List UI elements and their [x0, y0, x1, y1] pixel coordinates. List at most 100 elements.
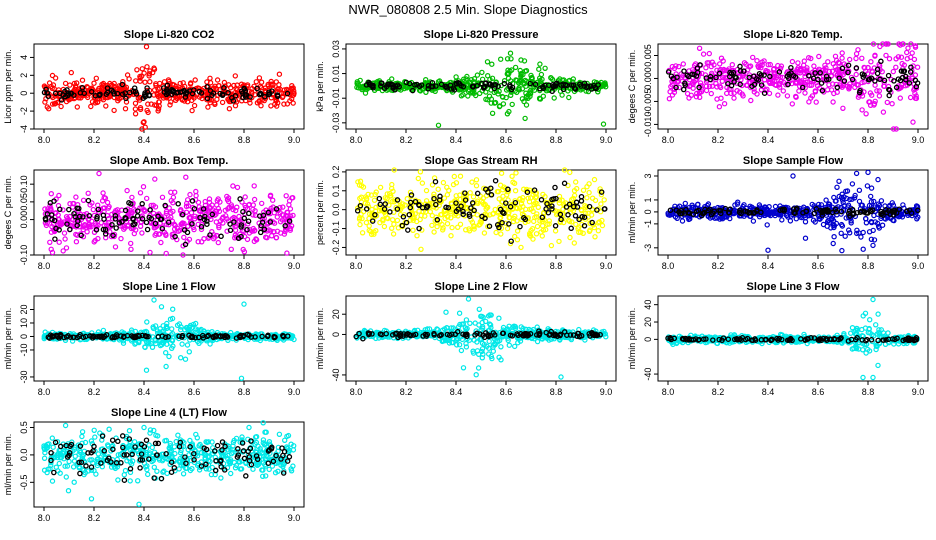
data-point [191, 102, 198, 109]
panel-title: Slope Sample Flow [743, 155, 844, 167]
data-point [147, 68, 153, 74]
data-point [61, 230, 68, 236]
reference-point [191, 87, 197, 93]
outlier-point [143, 367, 150, 373]
data-point [187, 191, 193, 198]
data-point [840, 105, 846, 112]
y-tick-label: 4 [19, 55, 29, 60]
data-point [91, 80, 97, 86]
reference-point [245, 218, 252, 224]
data-point [158, 239, 164, 246]
reference-point [144, 85, 150, 91]
data-point [259, 200, 265, 207]
data-points [354, 167, 608, 252]
data-point [191, 95, 197, 101]
x-tick-label: 8.0 [662, 135, 675, 145]
reference-point [114, 90, 121, 97]
data-point [880, 109, 887, 115]
reference-point [119, 91, 126, 97]
data-point [498, 231, 504, 237]
data-point [169, 306, 176, 312]
data-point [883, 52, 889, 59]
data-point [168, 326, 175, 332]
reference-point [728, 82, 735, 89]
data-point [431, 229, 437, 235]
reference-point [169, 86, 175, 93]
data-point [440, 179, 447, 186]
y-axis-label: Licor ppm per min. [3, 49, 13, 124]
reference-point [761, 90, 768, 96]
data-point [868, 59, 874, 65]
x-tick-label: 9.0 [912, 261, 925, 271]
data-point [721, 100, 728, 107]
x-tick-label: 8.0 [38, 261, 51, 271]
reference-point [265, 91, 272, 98]
reference-point [811, 210, 818, 217]
data-point [251, 196, 258, 203]
data-point [839, 50, 845, 56]
data-point [871, 212, 877, 219]
x-tick-label: 8.2 [88, 135, 101, 145]
data-point [147, 78, 153, 85]
reference-point [834, 84, 841, 91]
data-point [132, 106, 139, 112]
x-tick-label: 8.4 [762, 135, 775, 145]
data-point [534, 223, 541, 230]
x-tick-label: 8.4 [138, 135, 151, 145]
data-point [706, 50, 713, 57]
x-tick-label: 8.4 [138, 261, 151, 271]
reference-point [399, 222, 406, 229]
data-point [359, 230, 366, 236]
data-point [152, 176, 158, 182]
reference-point [256, 91, 263, 98]
data-point [839, 247, 845, 254]
panel-title: Slope Li-820 Temp. [743, 29, 842, 41]
y-tick-label: -0.010 [643, 112, 653, 138]
data-point [144, 319, 150, 325]
reference-point [563, 204, 570, 210]
data-point [890, 68, 897, 75]
data-point [863, 220, 870, 226]
data-point [872, 82, 878, 88]
data-points [665, 169, 921, 254]
data-point [868, 185, 875, 191]
data-point [831, 233, 837, 240]
data-point [275, 86, 281, 93]
reference-point [142, 90, 148, 96]
reference-point [552, 223, 559, 229]
data-point [907, 94, 914, 101]
data-point [93, 75, 100, 82]
panel-ambbox: Slope Amb. Box Temp.8.0 8.2 8.4 8.6 8.8 9.0-0… [3, 155, 305, 271]
reference-point [229, 95, 235, 101]
reference-point [58, 97, 65, 103]
data-point [242, 194, 248, 200]
data-point [444, 191, 451, 198]
data-point [680, 61, 687, 67]
reference-point [572, 213, 579, 219]
data-point [451, 173, 457, 180]
data-point [108, 82, 115, 88]
reference-point [381, 85, 388, 92]
reference-point [576, 216, 582, 223]
reference-point [254, 85, 260, 92]
data-point [162, 350, 169, 356]
outlier-point [910, 119, 916, 125]
y-tick-label: 0 [331, 332, 341, 337]
reference-point [733, 74, 739, 81]
reference-point [815, 76, 821, 83]
data-point [567, 169, 573, 176]
data-point [914, 64, 921, 70]
y-tick-label: 2 [19, 73, 29, 78]
data-point [132, 100, 139, 107]
outlier-point [875, 176, 881, 183]
x-tick-label: 8.4 [762, 261, 775, 271]
data-point [823, 197, 829, 203]
data-point [214, 77, 221, 83]
y-tick-label: -0.03 [331, 113, 341, 134]
x-tick-label: 8.2 [400, 261, 413, 271]
panel-title: Slope Line 1 Flow [123, 281, 216, 293]
data-point [48, 190, 55, 197]
